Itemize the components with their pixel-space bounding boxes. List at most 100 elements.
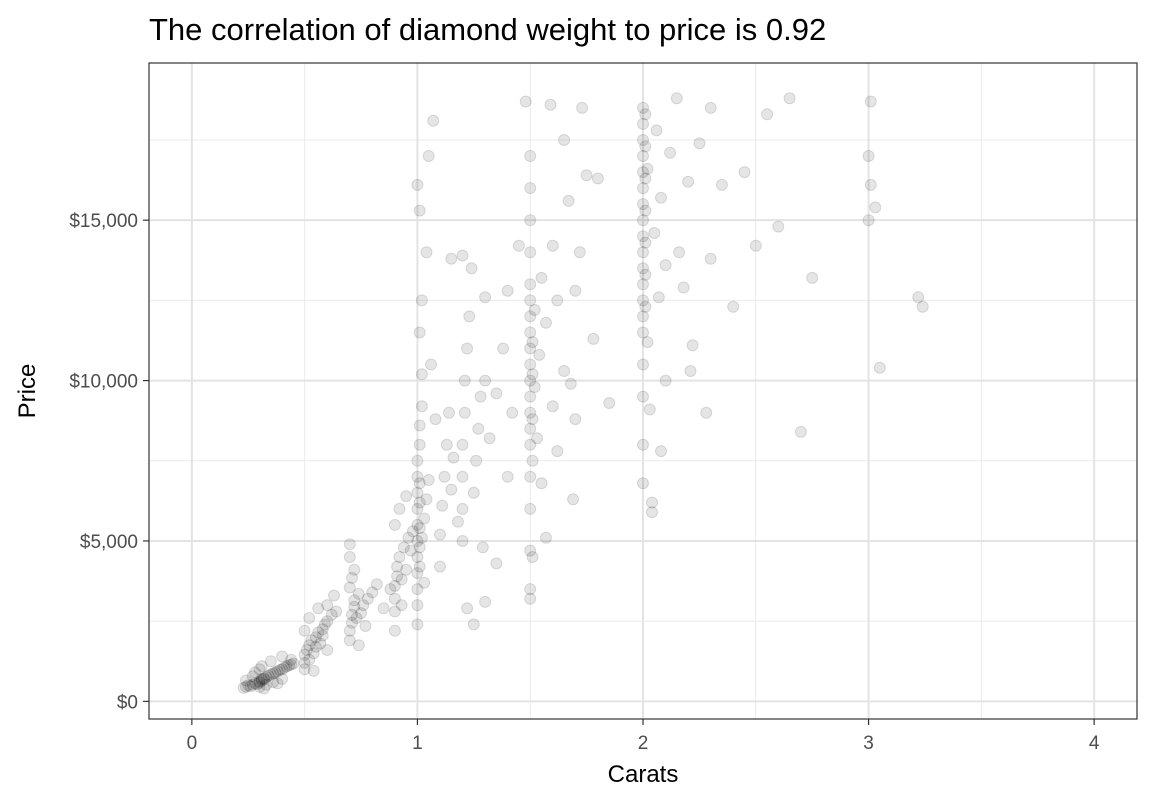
data-point <box>303 639 316 652</box>
data-point <box>285 658 298 671</box>
data-point <box>501 284 514 297</box>
data-point <box>242 679 255 692</box>
data-point <box>359 620 372 632</box>
data-point <box>253 680 266 693</box>
data-point <box>456 249 469 262</box>
data-point <box>715 178 728 191</box>
data-point <box>693 137 706 150</box>
data-point <box>470 454 483 467</box>
data-point <box>456 535 469 547</box>
data-point <box>646 506 658 519</box>
data-point <box>524 246 537 259</box>
data-point <box>456 438 469 451</box>
data-point <box>411 618 424 631</box>
data-point <box>397 541 410 554</box>
data-point <box>404 544 417 557</box>
data-point <box>567 493 580 506</box>
data-point <box>727 300 740 313</box>
data-point <box>670 92 683 105</box>
data-point <box>641 162 654 175</box>
data-point <box>490 557 503 570</box>
data-point <box>528 304 541 316</box>
data-point <box>343 551 356 563</box>
data-point <box>253 663 266 676</box>
data-point <box>479 291 492 304</box>
data-point <box>251 678 264 690</box>
data-point <box>411 567 424 579</box>
data-point <box>456 502 469 515</box>
data-point <box>413 438 426 451</box>
data-point <box>682 175 695 188</box>
data-point <box>551 294 564 307</box>
data-point <box>258 682 270 695</box>
data-point <box>639 268 652 281</box>
data-point <box>524 544 537 557</box>
data-point <box>260 678 273 691</box>
data-point <box>637 230 649 243</box>
data-point <box>452 515 464 528</box>
data-point <box>524 438 537 451</box>
data-point <box>524 502 537 515</box>
data-point <box>258 673 270 686</box>
data-point <box>639 172 652 185</box>
data-point <box>298 663 311 676</box>
data-point <box>458 374 471 387</box>
data-point <box>467 486 480 499</box>
data-point <box>282 659 295 672</box>
data-point <box>738 166 751 179</box>
data-point <box>280 660 293 673</box>
data-point <box>413 541 426 554</box>
data-point <box>377 602 390 615</box>
data-point <box>305 634 318 647</box>
data-point <box>388 579 401 592</box>
data-point <box>540 531 552 544</box>
data-point <box>587 332 600 345</box>
data-point <box>443 406 455 419</box>
y-tick-label: $0 <box>117 692 138 713</box>
data-point <box>429 413 442 426</box>
data-point <box>772 220 785 233</box>
data-point <box>524 592 537 605</box>
x-tick-label: 4 <box>1089 733 1100 754</box>
data-point <box>418 512 431 525</box>
data-point <box>664 146 677 159</box>
data-point <box>355 607 367 620</box>
data-point <box>864 95 877 108</box>
y-axis: $0 $5,000 $10,000 $15,000 <box>69 211 149 713</box>
data-point <box>264 668 277 681</box>
data-point <box>639 300 652 313</box>
data-point <box>249 677 261 690</box>
data-point <box>312 626 325 639</box>
data-point <box>246 678 259 691</box>
data-point <box>524 278 537 291</box>
data-point <box>400 490 413 503</box>
data-point <box>637 166 649 179</box>
data-point <box>862 150 875 162</box>
data-point <box>413 204 426 217</box>
chart-title: The correlation of diamond weight to pri… <box>149 12 826 47</box>
data-point <box>564 377 577 390</box>
data-point <box>314 637 327 650</box>
data-point <box>461 602 474 615</box>
data-point <box>411 583 424 596</box>
data-point <box>352 587 365 600</box>
data-point <box>806 271 819 284</box>
data-point <box>384 583 397 596</box>
data-point <box>411 535 424 547</box>
data-point <box>526 551 539 563</box>
data-point <box>255 660 268 673</box>
data-point <box>524 150 537 162</box>
data-point <box>873 361 886 374</box>
data-point <box>535 477 548 490</box>
data-point <box>420 246 433 259</box>
data-point <box>307 647 320 660</box>
data-point <box>445 483 458 496</box>
data-point <box>255 674 268 687</box>
data-point <box>650 124 663 137</box>
data-point <box>465 262 478 275</box>
data-point <box>427 114 440 127</box>
data-point <box>512 239 525 252</box>
data-point <box>413 496 426 509</box>
data-point <box>447 451 460 464</box>
